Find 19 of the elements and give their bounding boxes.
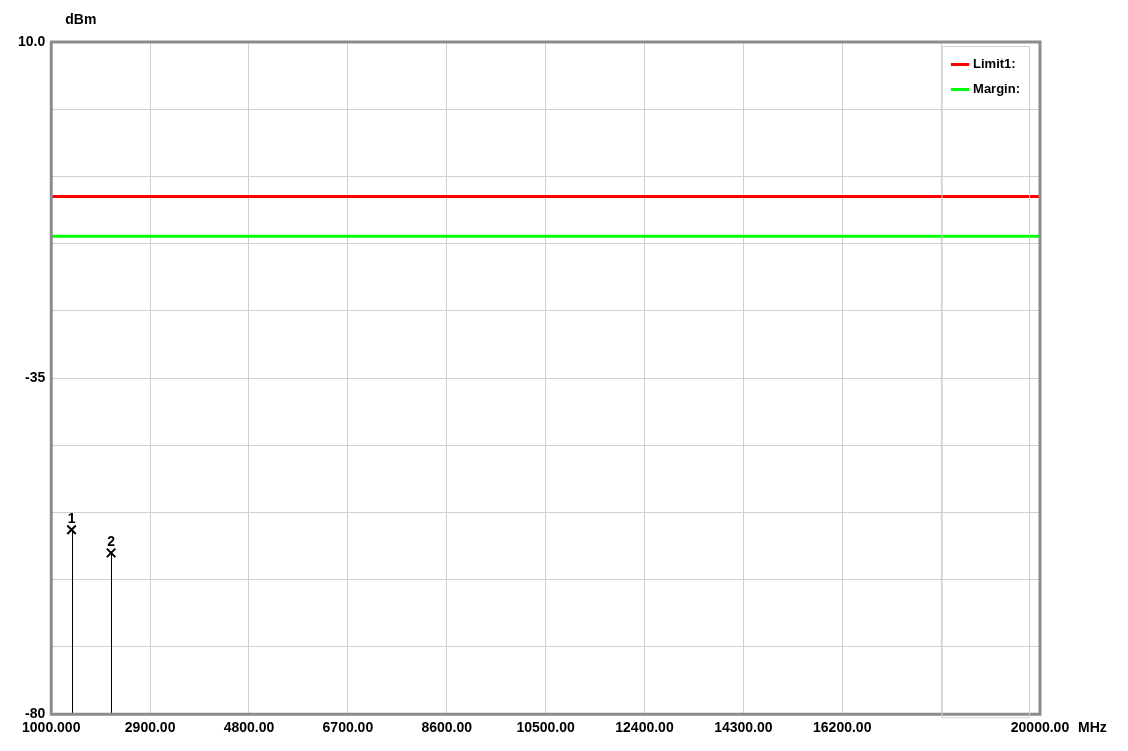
y-tick-label: -80 [25,705,46,722]
x-tick-label: 6700.00 [322,719,374,736]
y-axis-title: dBm [65,10,97,27]
legend-label: Limit1: [973,56,1016,72]
x-tick-label: 12400.00 [615,719,674,736]
x-tick-label: 20000.00 [1010,719,1070,736]
x-tick-label: 4800.00 [223,719,275,736]
x-tick-label: 1000.000 [22,719,81,736]
y-tick-label: -35 [25,368,46,385]
x-tick-label: 14300.00 [714,719,773,736]
annotation: 2 [107,532,116,549]
x-tick-label: 16200.00 [813,719,872,736]
legend-label: Margin: [973,81,1021,97]
annotation: 1 [67,509,76,526]
x-tick-label: 10500.00 [516,719,576,736]
y-tick-label: 10.0 [18,32,46,49]
x-tick-label: 2900.00 [124,719,176,736]
x-axis-title: MHz [1078,719,1107,736]
x-tick-label: 8600.00 [421,719,473,736]
